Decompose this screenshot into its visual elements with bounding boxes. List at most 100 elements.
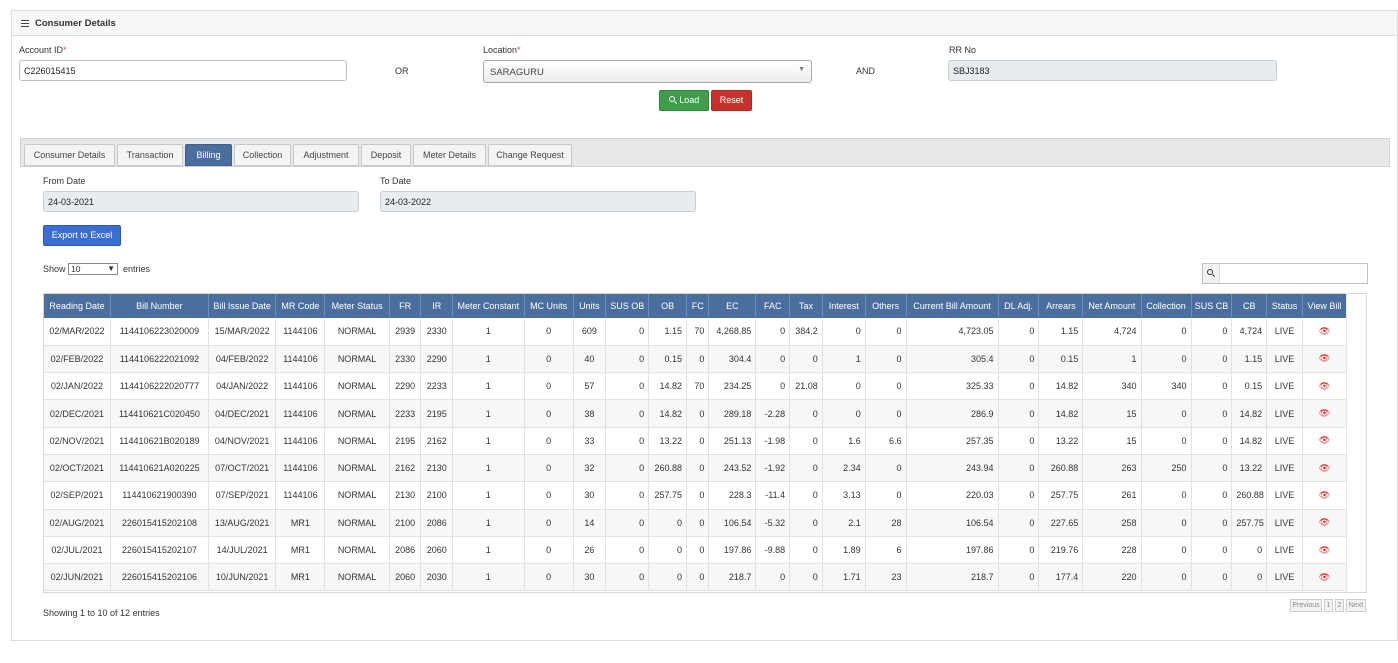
column-header[interactable]: Status [1266, 294, 1303, 318]
eye-icon[interactable]: 👁 [1318, 353, 1331, 364]
view-bill-cell[interactable]: 👁 [1302, 372, 1348, 401]
table-cell: 1144106 [275, 427, 326, 455]
location-select[interactable]: SARAGURU ▼ [483, 60, 812, 83]
table-cell: 4,268.85 [708, 318, 757, 346]
column-header[interactable]: SUS OB [605, 294, 650, 318]
eye-icon[interactable]: 👁 [1318, 517, 1331, 528]
table-cell: 1144106 [275, 372, 326, 401]
column-header[interactable]: Interest [822, 294, 866, 318]
column-header[interactable]: Collection [1141, 294, 1192, 318]
to-date-field[interactable]: 24-03-2022 [380, 191, 696, 212]
view-bill-cell[interactable]: 👁 [1302, 427, 1348, 455]
column-header[interactable]: Arrears [1038, 294, 1084, 318]
page-length-select[interactable]: 10 ▼ [68, 263, 118, 275]
column-header[interactable]: MR Code [275, 294, 326, 318]
export-to-excel-button[interactable]: Export to Excel [43, 225, 121, 246]
tab-adjustment[interactable]: Adjustment [293, 144, 359, 166]
column-header[interactable]: Bill Number [110, 294, 209, 318]
table-cell: 0 [865, 399, 907, 428]
column-header[interactable]: FAC [755, 294, 791, 318]
view-bill-cell[interactable]: 👁 [1302, 481, 1348, 510]
table-cell: 1 [452, 372, 525, 401]
table-cell: 114410621C020450 [110, 399, 209, 428]
from-date-field[interactable]: 24-03-2021 [43, 191, 359, 212]
view-bill-cell[interactable]: 👁 [1302, 318, 1348, 346]
load-button[interactable]: Load [659, 90, 709, 111]
tab-transaction[interactable]: Transaction [117, 144, 183, 166]
eye-icon[interactable]: 👁 [1318, 489, 1331, 500]
table-cell: 257.75 [1038, 481, 1084, 510]
view-bill-cell[interactable]: 👁 [1302, 345, 1348, 374]
table-scrollbar[interactable] [1346, 294, 1366, 592]
account-id-input[interactable]: C226015415 [19, 60, 347, 81]
table-cell: 40 [573, 345, 607, 374]
table-row: 02/NOV/2021 114410621B020189 04/NOV/2021 11… [44, 427, 1348, 455]
eye-icon[interactable]: 👁 [1318, 325, 1331, 336]
column-header[interactable]: Others [865, 294, 907, 318]
column-header[interactable]: Net Amount [1082, 294, 1142, 318]
table-cell: 0 [686, 563, 710, 592]
previous-page-button[interactable]: Previous [1290, 599, 1322, 612]
tab-collection[interactable]: Collection [234, 144, 291, 166]
view-bill-cell[interactable]: 👁 [1302, 563, 1348, 592]
reset-button[interactable]: Reset [711, 90, 752, 111]
table-cell: 0 [789, 399, 823, 428]
table-cell: 26 [573, 536, 607, 565]
tab-change-request[interactable]: Change Request [488, 144, 572, 166]
table-cell: 0 [686, 454, 710, 483]
table-cell: 1144106 [275, 454, 326, 483]
column-header[interactable]: FR [389, 294, 422, 318]
view-bill-cell[interactable]: 👁 [1302, 399, 1348, 428]
page-2-button[interactable]: 2 [1335, 599, 1344, 612]
table-cell: 02/JAN/2022 [44, 372, 111, 401]
table-cell: -11.4 [755, 481, 791, 510]
tab-deposit[interactable]: Deposit [361, 144, 411, 166]
page-1-button[interactable]: 1 [1324, 599, 1333, 612]
table-cell: 30 [573, 481, 607, 510]
hamburger-menu-icon[interactable] [21, 20, 29, 27]
column-header[interactable]: Reading Date [44, 294, 111, 318]
view-bill-cell[interactable]: 👁 [1302, 509, 1348, 537]
next-page-button[interactable]: Next [1346, 599, 1366, 612]
column-header[interactable]: OB [648, 294, 687, 318]
table-cell: 2195 [420, 399, 454, 428]
eye-icon[interactable]: 👁 [1318, 544, 1331, 555]
table-search-input[interactable] [1202, 263, 1368, 284]
column-header[interactable]: View Bill [1302, 294, 1348, 318]
eye-icon[interactable]: 👁 [1318, 435, 1331, 446]
column-header[interactable]: SUS CB [1191, 294, 1233, 318]
column-header[interactable]: Tax [789, 294, 823, 318]
column-header[interactable]: Meter Status [324, 294, 390, 318]
table-cell: 1 [452, 481, 525, 510]
column-header[interactable]: Current Bill Amount [906, 294, 999, 318]
eye-icon[interactable]: 👁 [1318, 571, 1331, 582]
table-cell: 0 [998, 509, 1040, 537]
table-cell: 0 [605, 318, 650, 346]
eye-icon[interactable]: 👁 [1318, 462, 1331, 473]
rr-no-field[interactable]: SBJ3183 [948, 60, 1277, 81]
table-cell: LIVE [1266, 372, 1303, 401]
table-cell: 1144106 [275, 318, 326, 346]
tab-billing[interactable]: Billing [185, 144, 232, 166]
column-header[interactable]: Units [573, 294, 607, 318]
column-header[interactable]: FC [686, 294, 710, 318]
table-cell: 609 [573, 318, 607, 346]
column-header[interactable]: Meter Constant [452, 294, 525, 318]
table-cell: 1 [452, 427, 525, 455]
column-header[interactable]: MC Units [524, 294, 574, 318]
panel-title: Consumer Details [35, 18, 116, 29]
tab-meter-details[interactable]: Meter Details [413, 144, 486, 166]
view-bill-cell[interactable]: 👁 [1302, 454, 1348, 483]
eye-icon[interactable]: 👁 [1318, 408, 1331, 419]
tab-consumer-details[interactable]: Consumer Details [24, 144, 115, 166]
table-cell: 4,724 [1082, 318, 1142, 346]
column-header[interactable]: DL Adj. [998, 294, 1040, 318]
table-cell: 0 [605, 536, 650, 565]
column-header[interactable]: CB [1231, 294, 1268, 318]
table-cell: 1 [452, 345, 525, 374]
eye-icon[interactable]: 👁 [1318, 380, 1331, 391]
column-header[interactable]: EC [708, 294, 757, 318]
column-header[interactable]: Bill Issue Date [208, 294, 277, 318]
view-bill-cell[interactable]: 👁 [1302, 536, 1348, 565]
column-header[interactable]: IR [420, 294, 454, 318]
